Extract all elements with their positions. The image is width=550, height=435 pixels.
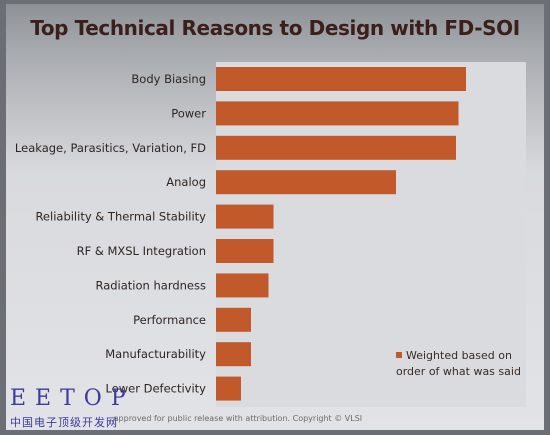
- category-label: Reliability & Thermal Stability: [35, 210, 206, 224]
- watermark-logo: EETOP: [10, 386, 135, 411]
- category-label: Body Biasing: [131, 72, 206, 86]
- bar: [216, 273, 269, 298]
- bar: [216, 101, 459, 126]
- bar: [216, 376, 241, 401]
- category-label: Analog: [166, 175, 206, 189]
- bar: [216, 239, 274, 263]
- category-label: RF & MXSL Integration: [77, 244, 206, 258]
- bar: [216, 67, 466, 91]
- category-label: Manufacturability: [105, 347, 206, 361]
- category-label: Power: [171, 106, 206, 120]
- legend-label: Weighted based on order of what was said: [396, 349, 521, 378]
- bar-chart: Body Biasing Power Leakage, Parasitics, Va…: [15, 62, 526, 407]
- footer-note: ...approved for public release with attr…: [106, 414, 363, 423]
- chart-title: Top Technical Reasons to Design with FD-…: [30, 16, 520, 40]
- category-label: Performance: [133, 313, 206, 327]
- slide: Top Technical Reasons to Design with FD-…: [6, 4, 544, 430]
- bar: [216, 204, 274, 229]
- category-label: Radiation hardness: [95, 278, 206, 292]
- category-label: Leakage, Parasitics, Variation, FD: [15, 141, 206, 155]
- category-label: Lower Defectivity: [105, 382, 206, 396]
- legend-swatch: [396, 352, 402, 358]
- bar: [216, 342, 251, 367]
- bar: [216, 307, 251, 332]
- bars: [216, 67, 466, 401]
- category-labels: Body Biasing Power Leakage, Parasitics, Va…: [15, 72, 206, 396]
- watermark-caption: 中国电子顶级开发网: [10, 416, 118, 429]
- bar: [216, 170, 396, 195]
- legend: Weighted based on order of what was said: [396, 348, 536, 380]
- bar: [216, 135, 456, 160]
